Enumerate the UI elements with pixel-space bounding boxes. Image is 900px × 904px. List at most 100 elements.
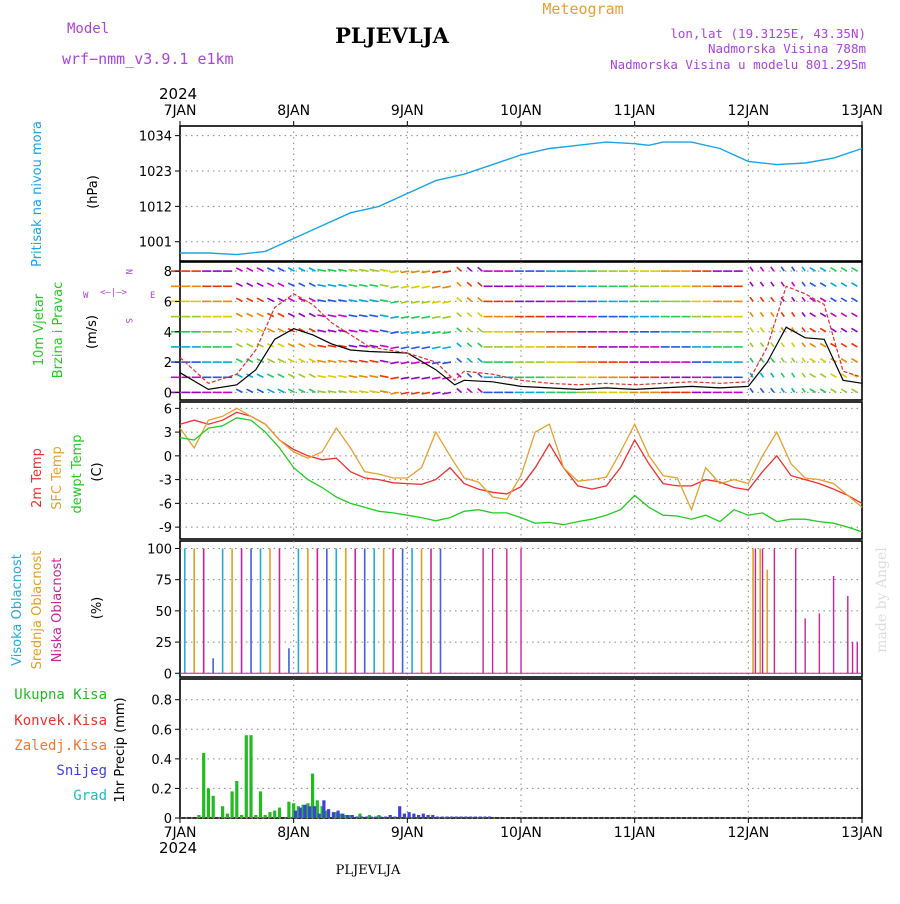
top-xtick-label: 10JAN [500,103,542,119]
wind-barb [780,387,785,393]
wind-barb [442,331,452,335]
snow-bar [450,816,454,818]
wind-barb [390,331,399,335]
wind-ytick-label: 6 [164,295,172,310]
wind-barb [421,346,431,350]
wind-barb [298,373,306,379]
wind-barb [840,312,848,318]
top-xtick-label: 9JAN [391,103,424,119]
wind-barb [287,342,295,348]
wind-barb [770,387,775,393]
wind-barb [411,285,420,289]
snow-bar [421,813,425,818]
wind-barb [327,344,337,348]
wind-barb [759,327,765,333]
compass-north: N [123,269,133,274]
snow-bar [369,816,373,818]
wind-barb [840,282,848,287]
snow-bar [341,813,345,818]
wind-barb [327,299,337,303]
wind-barb [801,296,806,302]
wind-barb [456,312,462,318]
wind-barb [390,376,399,380]
wind-barb [791,387,796,393]
wind-barb [421,285,431,289]
wind-barb [477,266,483,272]
wind-barb [442,346,452,350]
bottom-xtick-label: 10JAN [500,825,542,841]
precip-ytick-label: 0.6 [151,723,172,738]
wind-barb [801,327,806,333]
wind-barb [390,346,399,350]
total-precip-bar [240,815,244,818]
snow-bar [331,812,335,818]
model-name: wrf−nmm_v3.9.1 e1km [62,50,234,68]
wind-barb [358,344,368,348]
wind-barb [287,312,295,318]
snow-bar [393,816,397,818]
wind-barb [338,283,347,288]
bottom-xtick-label: 8JAN [277,825,310,841]
wind-barb [327,268,337,272]
wind-barb [246,267,254,272]
cloud-ytick-label: 75 [155,574,172,589]
snow-bar [398,806,402,818]
wind-barb [749,327,754,333]
wind-barb [317,299,327,303]
total-precip-bar [320,806,324,818]
top-xtick-label: 13JAN [841,103,883,119]
wind-barb [421,315,431,319]
wind-barb [840,342,848,348]
wind-barb [749,281,754,287]
wind-barb [308,312,316,318]
snow-bar [364,816,369,818]
snow-bar [317,813,321,818]
wind-barb [759,387,765,393]
wind-barb [801,266,806,272]
total-precip-bar [202,752,206,818]
wind-barb [235,342,243,348]
precip-legend-entry: Ukupna Kisa [14,687,107,703]
wind-barb [379,329,389,333]
wind-barb [400,300,410,304]
wind-barb [477,327,483,333]
snow-bar [303,804,307,818]
wind-barb [348,390,358,394]
snow-bar [374,816,378,818]
wind-barb [851,312,858,318]
wind-barb [759,281,765,287]
wind-barb [477,372,483,378]
pressure-ytick-label: 1012 [139,200,172,215]
wind-barb [277,312,285,318]
wind-ylabel-2: Brzina i Pravac [51,282,66,379]
total-precip-bar [273,810,277,818]
wind-barb [801,372,806,378]
wind-barb [379,344,389,348]
wind-barb [390,315,399,319]
wind-barb [358,390,368,394]
wind-ylabel: 10m Vjetar [32,293,47,366]
wind-barb [256,312,264,318]
wind-barb [851,357,858,363]
wind-barb [759,311,765,318]
wind-barb [780,311,785,318]
total-precip-bar [344,815,348,818]
wind-barb [379,314,389,318]
wind-barb [801,311,806,318]
wind-barb [431,346,441,350]
wind-barb [308,297,316,303]
wind-barb [348,314,358,318]
wind-barb [369,314,379,318]
wind-barb [809,297,817,303]
wind-barb [235,267,243,272]
wind-barb [791,281,796,287]
wind-barb [749,266,754,272]
top-xtick-label: 8JAN [277,103,310,119]
bottom-xtick-label: 9JAN [391,825,424,841]
total-precip-bar [339,813,343,818]
wind-barb [308,358,316,363]
wind-barb [780,372,785,378]
wind-barb [456,387,462,394]
compass-south: S [123,318,133,323]
